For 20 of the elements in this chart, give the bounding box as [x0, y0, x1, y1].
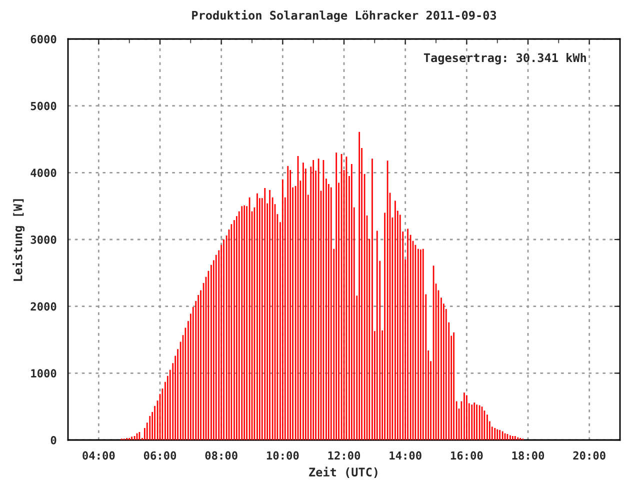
annotation: Tagesertrag: 30.341 kWh [424, 53, 586, 64]
y-axis-title: Leistung [W] [12, 199, 25, 281]
y-tick-label: 3000 [30, 235, 56, 244]
y-tick-label: 6000 [30, 34, 56, 44]
x-tick-label: 12:00 [328, 451, 360, 460]
y-tick-label: 1000 [31, 369, 56, 378]
x-axis-title: Zeit (UTC) [309, 466, 378, 478]
x-tick-label: 18:00 [512, 451, 544, 460]
x-tick-label: 04:00 [82, 451, 115, 460]
y-tick-label: 0 [50, 436, 56, 444]
chart-title: Produktion Solaranlage Löhracker 2011-09-03 [192, 10, 496, 22]
x-tick-label: 16:00 [450, 451, 483, 460]
y-tick-label: 5000 [30, 102, 56, 110]
x-tick-label: 14:00 [390, 451, 422, 460]
y-tick-label: 2000 [30, 302, 56, 311]
x-tick-label: 10:00 [266, 451, 299, 460]
x-tick-label: 20:00 [573, 451, 606, 460]
x-tick-label: 08:00 [205, 451, 238, 460]
y-tick-label: 4000 [30, 168, 56, 178]
x-tick-label: 06:00 [144, 451, 176, 460]
